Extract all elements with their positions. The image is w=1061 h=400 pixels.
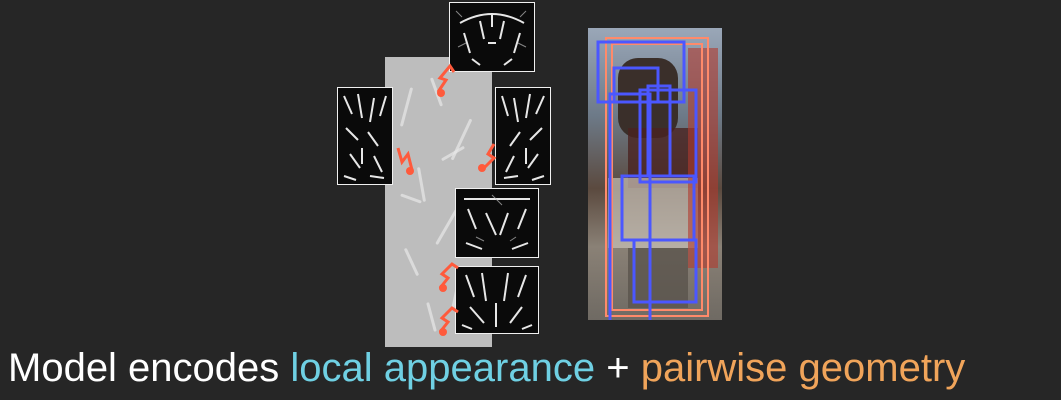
spring-icon [478,143,497,172]
caption-plus: + [606,346,630,390]
caption-prefix: Model encodes [8,346,280,390]
bounding-boxes [596,37,709,320]
part-filter-legs [455,266,539,334]
part-filter-head [449,2,535,72]
spring-icon [436,63,456,97]
caption: Model encodes local appearance + pairwis… [8,342,965,394]
caption-pairwise-geometry: pairwise geometry [640,346,966,390]
caption-local-appearance: local appearance [290,346,596,390]
spring-icon [438,306,459,336]
detection-photo [588,28,722,320]
part-filter-hip [455,188,539,258]
part-filter-right-shoulder [495,87,551,185]
spring-icon [438,262,459,292]
part-filter-left-shoulder [337,87,393,185]
spring-icon [396,147,414,175]
